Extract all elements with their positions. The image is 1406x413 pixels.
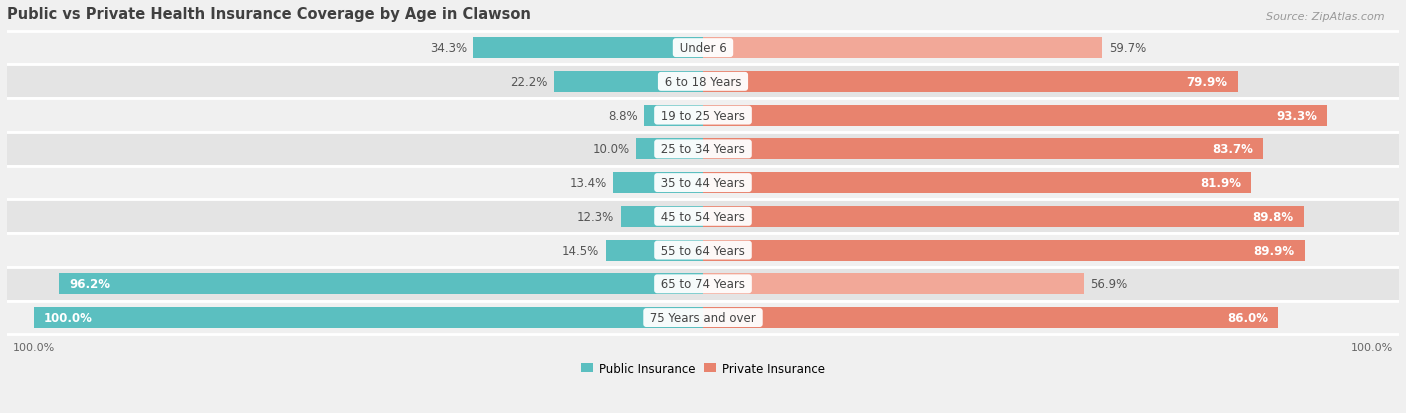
FancyBboxPatch shape xyxy=(474,38,703,59)
FancyBboxPatch shape xyxy=(703,139,1263,160)
Text: 12.3%: 12.3% xyxy=(576,210,614,223)
FancyBboxPatch shape xyxy=(613,173,703,194)
FancyBboxPatch shape xyxy=(554,72,703,93)
Text: 6 to 18 Years: 6 to 18 Years xyxy=(661,76,745,89)
Text: 8.8%: 8.8% xyxy=(607,109,637,122)
Text: 96.2%: 96.2% xyxy=(69,278,110,291)
FancyBboxPatch shape xyxy=(703,274,1084,294)
Text: 13.4%: 13.4% xyxy=(569,177,606,190)
Text: 45 to 54 Years: 45 to 54 Years xyxy=(657,210,749,223)
FancyBboxPatch shape xyxy=(636,139,703,160)
FancyBboxPatch shape xyxy=(0,301,1406,335)
Text: Public vs Private Health Insurance Coverage by Age in Clawson: Public vs Private Health Insurance Cover… xyxy=(7,7,531,22)
Text: 59.7%: 59.7% xyxy=(1109,42,1146,55)
Text: 22.2%: 22.2% xyxy=(510,76,548,89)
Text: 10.0%: 10.0% xyxy=(592,143,630,156)
Text: 81.9%: 81.9% xyxy=(1199,177,1241,190)
FancyBboxPatch shape xyxy=(703,307,1278,328)
FancyBboxPatch shape xyxy=(703,173,1251,194)
FancyBboxPatch shape xyxy=(703,206,1303,227)
Legend: Public Insurance, Private Insurance: Public Insurance, Private Insurance xyxy=(576,357,830,380)
Text: 34.3%: 34.3% xyxy=(430,42,467,55)
FancyBboxPatch shape xyxy=(0,267,1406,301)
Text: Under 6: Under 6 xyxy=(676,42,730,55)
FancyBboxPatch shape xyxy=(703,38,1102,59)
Text: 79.9%: 79.9% xyxy=(1187,76,1227,89)
FancyBboxPatch shape xyxy=(644,105,703,126)
FancyBboxPatch shape xyxy=(620,206,703,227)
Text: 100.0%: 100.0% xyxy=(44,311,93,324)
FancyBboxPatch shape xyxy=(0,99,1406,133)
Text: 89.8%: 89.8% xyxy=(1253,210,1294,223)
FancyBboxPatch shape xyxy=(0,133,1406,166)
Text: Source: ZipAtlas.com: Source: ZipAtlas.com xyxy=(1267,12,1385,22)
FancyBboxPatch shape xyxy=(703,72,1237,93)
Text: 83.7%: 83.7% xyxy=(1212,143,1253,156)
Text: 56.9%: 56.9% xyxy=(1091,278,1128,291)
FancyBboxPatch shape xyxy=(703,105,1327,126)
FancyBboxPatch shape xyxy=(34,307,703,328)
FancyBboxPatch shape xyxy=(0,234,1406,267)
Text: 89.9%: 89.9% xyxy=(1253,244,1295,257)
Text: 93.3%: 93.3% xyxy=(1277,109,1317,122)
FancyBboxPatch shape xyxy=(59,274,703,294)
FancyBboxPatch shape xyxy=(0,200,1406,234)
Text: 14.5%: 14.5% xyxy=(562,244,599,257)
Text: 19 to 25 Years: 19 to 25 Years xyxy=(657,109,749,122)
FancyBboxPatch shape xyxy=(0,65,1406,99)
Text: 55 to 64 Years: 55 to 64 Years xyxy=(657,244,749,257)
Text: 65 to 74 Years: 65 to 74 Years xyxy=(657,278,749,291)
Text: 25 to 34 Years: 25 to 34 Years xyxy=(657,143,749,156)
FancyBboxPatch shape xyxy=(0,32,1406,65)
Text: 75 Years and over: 75 Years and over xyxy=(647,311,759,324)
Text: 86.0%: 86.0% xyxy=(1227,311,1268,324)
FancyBboxPatch shape xyxy=(703,240,1305,261)
FancyBboxPatch shape xyxy=(606,240,703,261)
FancyBboxPatch shape xyxy=(0,166,1406,200)
Text: 35 to 44 Years: 35 to 44 Years xyxy=(657,177,749,190)
